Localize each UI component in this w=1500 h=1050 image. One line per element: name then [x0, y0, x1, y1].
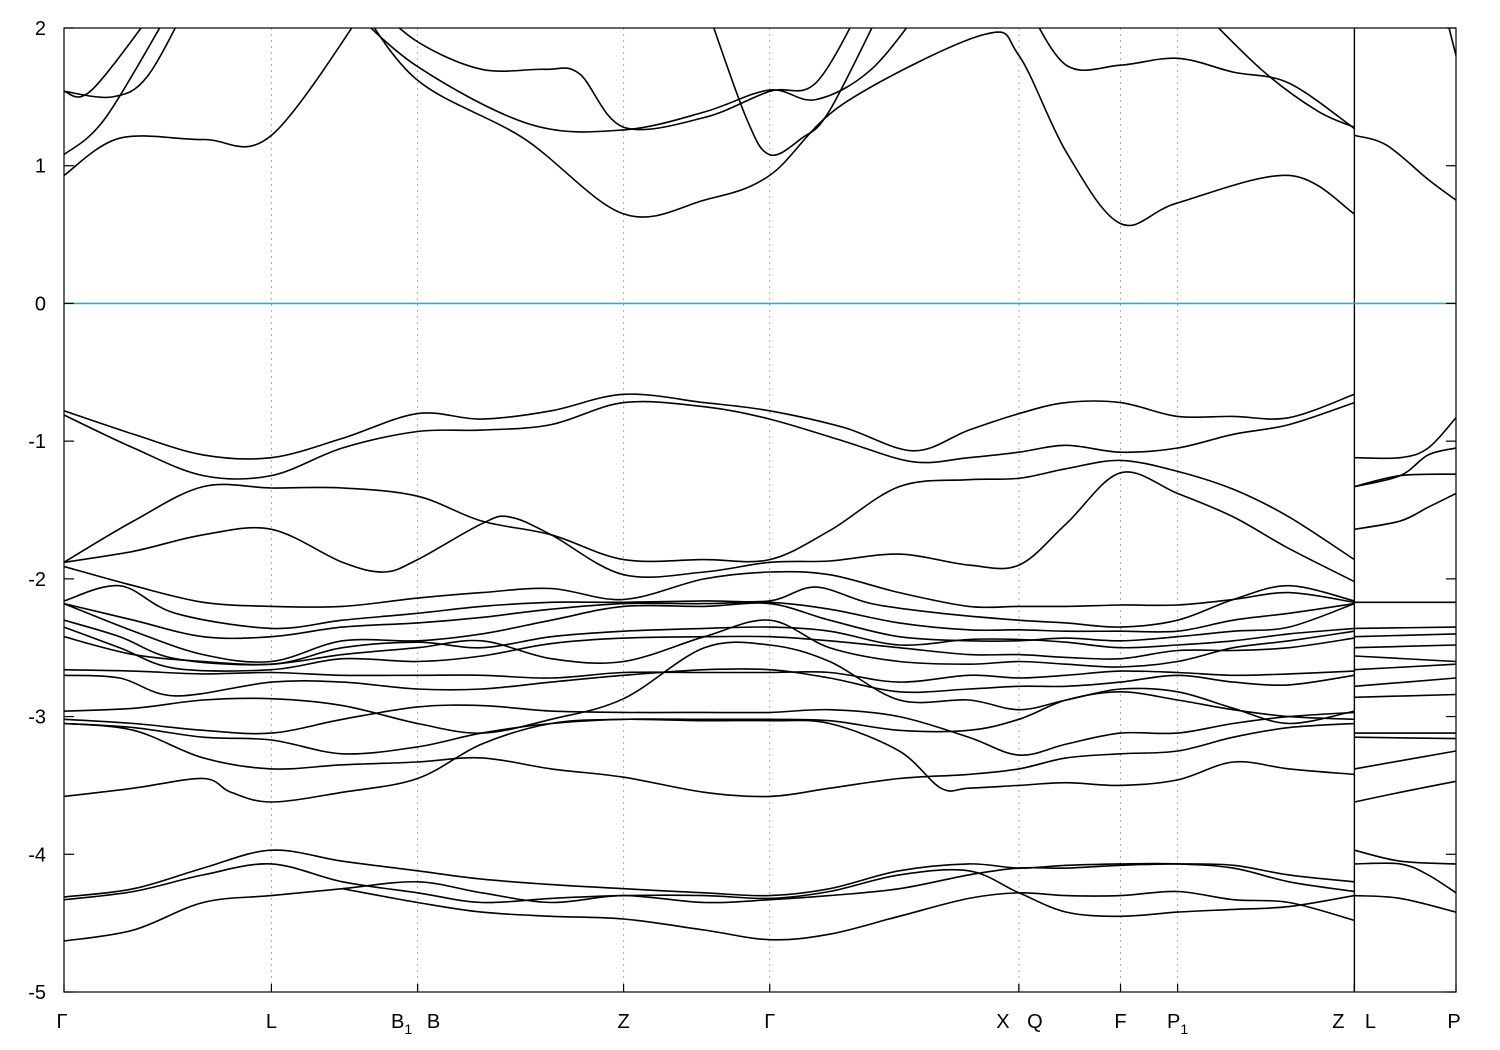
band-line-5	[369, 28, 908, 133]
band-line-33	[64, 722, 1355, 798]
y-tick-label: 1	[35, 156, 46, 178]
y-tick-label: 2	[35, 18, 46, 40]
plot-frame	[63, 27, 1457, 993]
x-axis-ticks: Γ L B1 B Z Γ X Q F P1 Z L P	[56, 984, 1461, 1037]
band-line-2	[64, 28, 143, 98]
x-tick-label: X	[996, 1011, 1009, 1033]
band-line-0	[64, 28, 353, 177]
x-tick-label: L	[1365, 1011, 1376, 1033]
x-tick-label: L	[266, 1011, 277, 1033]
x-tick-label: F	[1114, 1011, 1126, 1033]
band-line-48	[64, 863, 1355, 942]
band-line-9	[1217, 28, 1355, 128]
band-line-23	[64, 602, 1355, 663]
band-line-41	[1354, 693, 1456, 699]
band-line-7	[712, 28, 873, 157]
band-line-32	[64, 718, 1355, 803]
band-line-19	[1354, 473, 1456, 488]
band-line-44	[1354, 750, 1456, 770]
y-tick-label: -4	[28, 844, 46, 866]
x-tick-label: Z	[617, 1011, 629, 1033]
band-line-46	[64, 849, 1355, 898]
x-tick-label: Z	[1332, 1011, 1344, 1033]
band-line-47	[64, 863, 1355, 918]
band-line-31	[64, 691, 1355, 755]
band-line-25	[64, 626, 1355, 672]
band-line-22	[64, 601, 1355, 640]
y-tick-label: -3	[28, 707, 46, 729]
band-line-11	[1448, 28, 1456, 56]
band-layer	[64, 28, 1456, 942]
band-line-4	[373, 28, 1355, 227]
band-line-52	[1354, 894, 1456, 913]
band-line-26	[64, 619, 1355, 668]
x-tick-label: Γ	[764, 1011, 775, 1033]
band-line-14	[64, 459, 1355, 563]
x-tick-label: P1	[1167, 1011, 1188, 1037]
x-tick-label: B1	[391, 1011, 412, 1037]
x-tick-label: B	[427, 1011, 440, 1033]
x-tick-label: Q	[1027, 1011, 1043, 1033]
band-line-18	[1354, 492, 1456, 531]
band-line-28	[64, 668, 1355, 697]
band-line-6	[398, 28, 851, 131]
x-tick-label: Γ	[56, 1011, 67, 1033]
y-tick-label: 0	[35, 293, 46, 315]
band-line-20	[64, 565, 1355, 609]
y-tick-label: -2	[28, 569, 46, 591]
band-line-38	[1354, 655, 1456, 663]
band-line-36	[1354, 633, 1456, 638]
band-line-51	[1354, 862, 1456, 894]
grid-layer	[270, 28, 1356, 992]
band-line-27	[64, 668, 1355, 683]
band-line-40	[1354, 677, 1456, 688]
band-line-24	[64, 619, 1355, 666]
y-axis-ticks: 2 1 0 -1 -2 -3 -4 -5	[28, 18, 1456, 1004]
band-line-3	[64, 28, 177, 99]
band-line-10	[1354, 134, 1456, 201]
band-line-12	[64, 393, 1355, 460]
band-line-35	[1354, 626, 1456, 630]
band-line-50	[1354, 849, 1456, 865]
band-line-13	[64, 400, 1355, 480]
band-line-37	[1354, 644, 1456, 649]
band-line-17	[1354, 447, 1456, 488]
y-tick-label: -1	[28, 431, 46, 453]
band-line-39	[1354, 663, 1456, 671]
band-line-1	[64, 28, 161, 156]
band-line-8	[1038, 28, 1355, 130]
band-line-15	[64, 471, 1355, 583]
y-tick-label: -5	[28, 982, 46, 1004]
band-line-45	[1354, 780, 1456, 803]
band-line-30	[64, 704, 1355, 756]
band-line-49	[342, 887, 1355, 941]
x-tick-label: P	[1447, 1011, 1460, 1033]
band-line-29	[64, 641, 1355, 734]
band-line-43	[1354, 736, 1456, 740]
band-line-16	[1354, 417, 1456, 460]
